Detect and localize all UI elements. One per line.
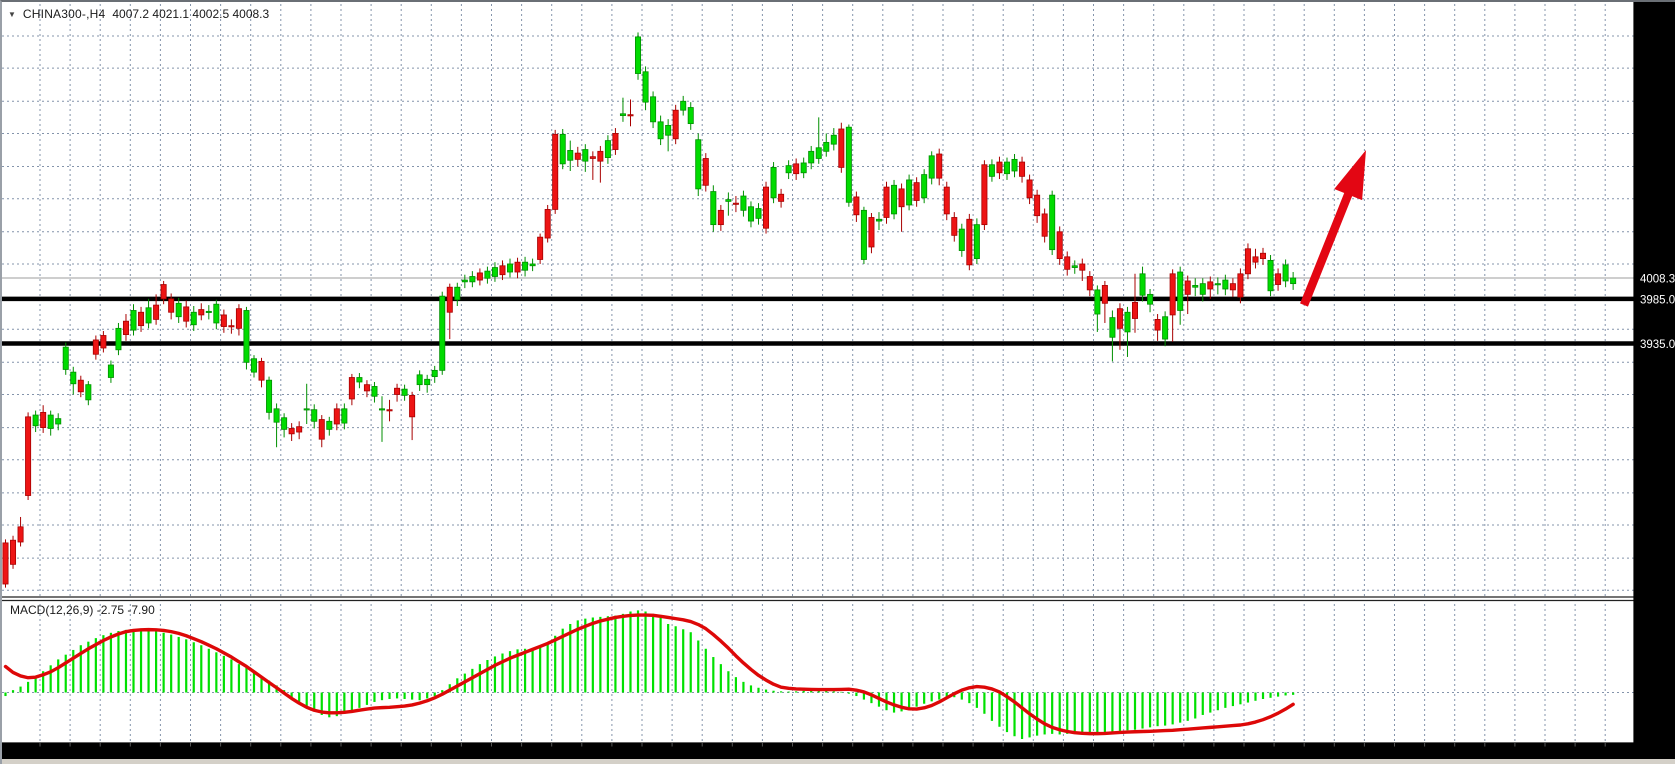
- svg-text:4206.0: 4206.0: [1640, 96, 1675, 108]
- time-label: 2 Dec 01:30: [59, 748, 121, 760]
- svg-text:4243.0: 4243.0: [1640, 63, 1675, 75]
- macd-signal-line: [3, 613, 1295, 736]
- time-label: 28 Mar 01:30: [1191, 748, 1259, 760]
- symbol-dropdown-icon[interactable]: ▼: [8, 9, 16, 19]
- svg-text:4279.0: 4279.0: [1640, 31, 1675, 43]
- time-label: 8 Dec 01:30: [118, 748, 180, 760]
- ohlc-values: 4007.2 4021.1 4002.5 4008.3: [112, 7, 270, 21]
- time-label: 28 Feb 01:30: [892, 748, 960, 760]
- svg-text:4170.0: 4170.0: [1640, 128, 1675, 140]
- badge-level-lower: [1635, 336, 1675, 352]
- time-label: 14 Dec 01:30: [175, 748, 243, 760]
- svg-text:4097.0: 4097.0: [1640, 194, 1675, 206]
- time-label: 16 Mar 01:30: [1072, 748, 1140, 760]
- symbol-timeframe-label: CHINA300-,H4: [22, 7, 106, 21]
- time-label: 12 Jan 01:30: [475, 748, 542, 760]
- badge-level-upper: [1635, 291, 1675, 307]
- svg-text:-39.33: -39.33: [1640, 730, 1673, 742]
- svg-text:3695.0: 3695.0: [1640, 553, 1675, 565]
- chart-title: ▼ CHINA300-,H4 4007.2 4021.1 4002.5 4008…: [8, 7, 269, 21]
- horizontal-level-lines[interactable]: [2, 296, 1634, 346]
- svg-text:3841.0: 3841.0: [1640, 423, 1675, 435]
- window-bottom-strip: [2, 759, 1675, 764]
- time-label: 6 Feb 01:30: [657, 748, 718, 760]
- svg-text:3659.0: 3659.0: [1640, 585, 1675, 597]
- svg-text:4060.0: 4060.0: [1640, 227, 1675, 239]
- time-label: 28 Nov 2022: [4, 748, 69, 760]
- time-label: 30 Dec 01:30: [354, 748, 422, 760]
- pane-separator[interactable]: [2, 596, 1675, 602]
- time-label: 10 Feb 01:30: [713, 748, 781, 760]
- macd-indicator-label: MACD(12,26,9) -2.75 -7.90: [10, 603, 155, 617]
- svg-text:3935.0: 3935.0: [1640, 339, 1675, 351]
- macd-name: MACD(12,26,9): [10, 603, 97, 617]
- macd-values: -2.75 -7.90: [96, 603, 155, 617]
- svg-text:4008.3: 4008.3: [1640, 274, 1675, 286]
- time-label: 16 Feb 01:30: [773, 748, 841, 760]
- svg-text:3732.0: 3732.0: [1640, 520, 1675, 532]
- svg-text:3805.0: 3805.0: [1640, 455, 1675, 467]
- svg-text:69.44: 69.44: [1640, 605, 1669, 617]
- time-label: 20 Dec 01:30: [235, 748, 303, 760]
- badge-current-price: [1635, 270, 1675, 286]
- time-label: 18 Jan 01:30: [534, 748, 601, 760]
- grid-lines: [2, 4, 1634, 743]
- svg-text:3985.0: 3985.0: [1640, 294, 1675, 306]
- candles: [2, 32, 1297, 588]
- time-label: 26 Dec 01:30: [295, 748, 363, 760]
- time-label: 10 Mar 01:30: [1012, 748, 1080, 760]
- time-label: 22 Mar 01:30: [1131, 748, 1199, 760]
- price-axis-badges: 4008.3 3985.0 3935.0: [1635, 270, 1675, 352]
- macd-indicator: [3, 610, 1295, 739]
- svg-text:3768.0: 3768.0: [1640, 488, 1675, 500]
- svg-text:3951.0: 3951.0: [1640, 324, 1675, 336]
- time-label: 6 Jan 01:30: [418, 748, 478, 760]
- svg-text:4133.0: 4133.0: [1640, 162, 1675, 174]
- svg-text:0.00: 0.00: [1640, 688, 1662, 700]
- svg-text:3914.0: 3914.0: [1640, 357, 1675, 369]
- time-label: 31 Jan 01:30: [594, 748, 661, 760]
- svg-text:4024.0: 4024.0: [1640, 259, 1675, 271]
- time-label: 6 Mar 01:30: [955, 748, 1016, 760]
- trend-arrow[interactable]: [1300, 150, 1366, 307]
- time-label: 22 Feb 01:30: [833, 748, 901, 760]
- svg-text:3878.0: 3878.0: [1640, 389, 1675, 401]
- price-axis[interactable]: 4279.0 4243.0 4206.0 4170.0 4133.0 4097.0 4060…: [1633, 2, 1675, 743]
